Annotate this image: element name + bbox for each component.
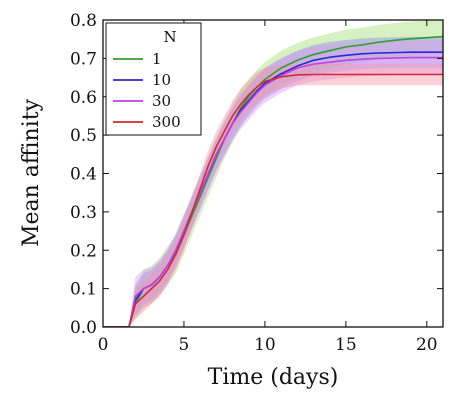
legend-box [105, 22, 202, 136]
y-tick-label: 0.6 [70, 88, 97, 108]
x-tick-label: 20 [416, 335, 438, 355]
x-tick-label: 5 [179, 335, 190, 355]
y-tick-label: 0.2 [70, 241, 97, 261]
legend-label-n-300: 300 [152, 113, 181, 131]
y-tick-label: 0.8 [70, 11, 97, 31]
line-n-300 [103, 73, 443, 327]
x-axis-title: Time (days) [208, 365, 339, 390]
line-n-30 [103, 56, 443, 327]
x-tick-label: 15 [335, 335, 357, 355]
series-lines [103, 35, 443, 327]
x-tick-label: 10 [254, 335, 276, 355]
y-tick-label: 0.1 [70, 280, 97, 300]
y-tick-label: 0.0 [70, 318, 97, 338]
band-n-1 [103, 20, 443, 327]
legend-label-n-10: 10 [152, 71, 171, 89]
legend-title: N [163, 28, 176, 46]
y-tick-label: 0.5 [70, 126, 97, 146]
y-tick-label: 0.3 [70, 203, 97, 223]
y-tick-label: 0.4 [70, 165, 97, 185]
legend-label-n-30: 30 [152, 92, 171, 110]
x-tick-label: 0 [98, 335, 109, 355]
legend-label-n-1: 1 [152, 50, 162, 68]
legend: N 1 10 30 300 [105, 22, 202, 136]
y-axis-title: Mean affinity [19, 98, 44, 247]
y-tick-label: 0.7 [70, 49, 97, 69]
axis-ticks: 0 5 10 15 20 0.0 0.1 0.2 0.3 0.4 0.5 0.6 0.7 0.8 [70, 11, 443, 355]
